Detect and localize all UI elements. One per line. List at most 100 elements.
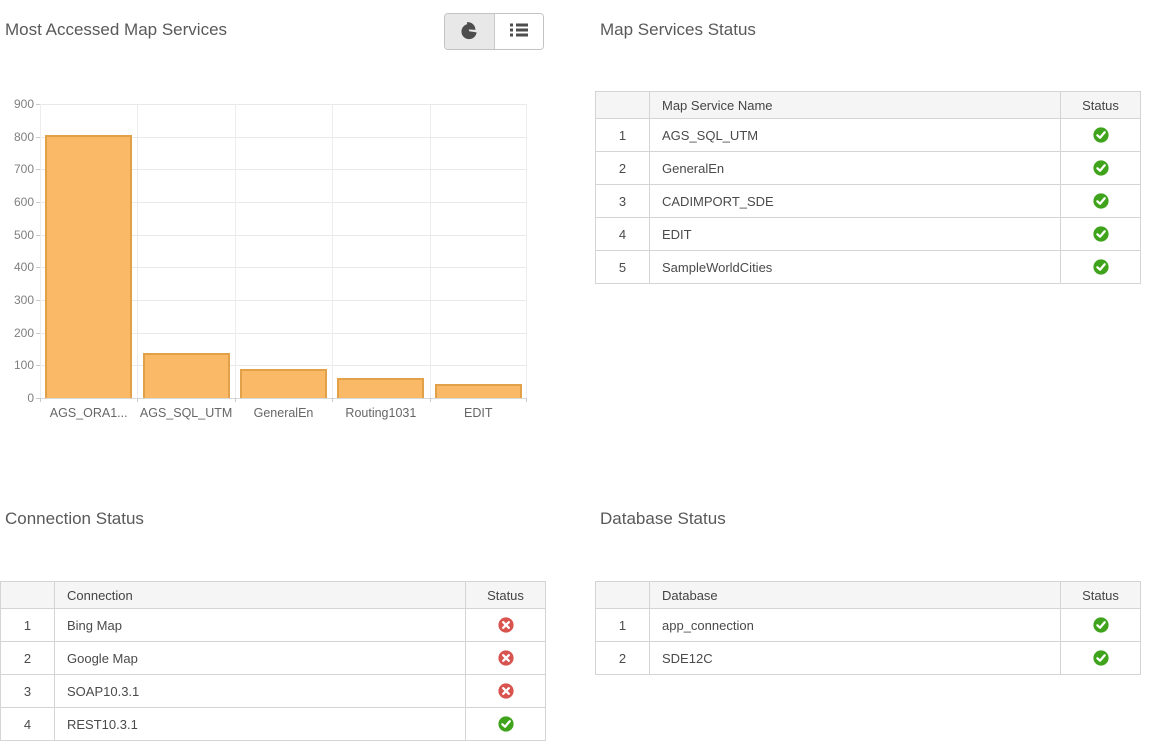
row-name: app_connection [649,608,1061,642]
table-row: 3 SOAP10.3.1 [0,674,546,708]
x-axis-category-label: GeneralEn [253,406,314,420]
map-services-status-table: Map Service Name Status 1 AGS_SQL_UTM 2 Ge… [595,91,1141,284]
status-ok-icon [1092,226,1109,242]
bar-GeneralEn[interactable] [240,368,327,398]
row-index: 2 [595,641,650,675]
status-cell [1060,217,1141,251]
database_status-tbody: 1 app_connection 2 SDE12C [595,608,1141,675]
y-axis-tick-label: 600 [13,195,34,209]
status-error-icon [497,683,514,699]
y-axis-tick [36,398,40,399]
row-index: 3 [595,184,650,218]
panel-title-database-status: Database Status [600,509,726,528]
gridline [40,300,527,301]
gridline [40,104,41,398]
header-index [0,581,55,609]
status-cell [465,707,546,741]
gridline [40,234,527,236]
header-status: Status [1060,581,1141,609]
gridline [40,202,527,203]
panel-title-map-services-status: Map Services Status [600,20,756,39]
x-axis-tick [332,398,334,402]
list-view-button[interactable] [494,14,543,49]
gridline [40,169,527,171]
table-row: 1 app_connection [595,608,1141,642]
row-index: 4 [0,707,55,741]
y-axis-tick-label: 100 [13,358,34,373]
table-row: 3 CADIMPORT_SDE [595,184,1141,218]
table-header-row: Map Service Name Status [595,91,1141,119]
x-axis-tick [526,398,527,402]
chart-view-button[interactable] [445,14,494,49]
gridline [40,398,527,399]
gridline [332,104,334,398]
gridline [526,104,527,398]
panel-title-most-accessed-map-services: Most Accessed Map Services [5,20,228,39]
status-ok-icon [1092,617,1109,633]
gridline [40,332,527,334]
bar-AGS_SQL_UTM[interactable] [142,353,230,398]
connection-status-table: Connection Status 1 Bing Map 2 Google Map … [0,581,546,741]
status-cell [1060,608,1141,642]
status-error-icon [497,650,514,666]
y-axis-tick-label: 400 [13,260,34,275]
chart-view-toggle [444,13,544,50]
y-axis-tick [36,202,40,203]
row-name: GeneralEn [649,151,1061,185]
bar-EDIT[interactable] [434,383,522,398]
chart-plot-area [40,104,527,399]
gridline [40,136,527,138]
table-row: 1 AGS_SQL_UTM [595,118,1141,152]
bar-AGS_ORA1...[interactable] [45,135,133,398]
map_services_status-tbody: 1 AGS_SQL_UTM 2 GeneralEn 3 CADIMPORT_SDE 4… [595,118,1141,284]
x-axis-tick [137,398,139,402]
header-name: Map Service Name [649,91,1061,119]
x-axis-category-label: AGS_ORA1... [49,406,128,420]
list-icon [508,20,530,43]
panel-title-connection-status: Connection Status [5,509,144,528]
table-row: 1 Bing Map [0,608,546,642]
y-axis-tick-label: 700 [13,162,34,177]
status-ok-icon [1092,193,1109,209]
y-axis-tick [36,136,40,138]
y-axis-tick [36,365,40,367]
most-accessed-bar-chart: 0 100 200 300 400 500 600 700 800 900 AGS_ORA1... A… [0,95,545,425]
table-row: 4 EDIT [595,217,1141,251]
header-index [595,91,650,119]
y-axis-tick-label: 800 [13,129,34,144]
table-row: 2 Google Map [0,641,546,675]
row-index: 2 [595,151,650,185]
status-error-icon [497,617,514,633]
x-axis-category-label: EDIT [464,406,493,420]
table-row: 2 SDE12C [595,641,1141,675]
row-name: Bing Map [54,608,466,642]
connection_status-tbody: 1 Bing Map 2 Google Map 3 SOAP10.3.1 4 REST1… [0,608,546,741]
header-status: Status [1060,91,1141,119]
table-row: 5 SampleWorldCities [595,250,1141,284]
y-axis-tick [36,267,40,269]
row-name: SDE12C [649,641,1061,675]
gridline [40,267,527,269]
table-row: 4 REST10.3.1 [0,707,546,741]
gridline [234,104,236,398]
status-cell [1060,641,1141,675]
status-cell [465,641,546,675]
row-name: Google Map [54,641,466,675]
row-index: 5 [595,250,650,284]
x-axis-tick [429,398,431,402]
status-ok-icon [497,716,514,732]
gridline [429,104,431,398]
y-axis-tick-label: 300 [13,293,34,307]
status-cell [465,674,546,708]
pie-chart-icon [459,20,480,44]
gridline [40,104,527,105]
row-index: 2 [0,641,55,675]
table-row: 2 GeneralEn [595,151,1141,185]
y-axis-tick-label: 900 [13,97,34,111]
x-axis-category-label: Routing1031 [345,406,417,420]
row-name: CADIMPORT_SDE [649,184,1061,218]
bar-Routing1031[interactable] [337,378,425,398]
status-ok-icon [1092,259,1109,275]
status-cell [1060,250,1141,284]
